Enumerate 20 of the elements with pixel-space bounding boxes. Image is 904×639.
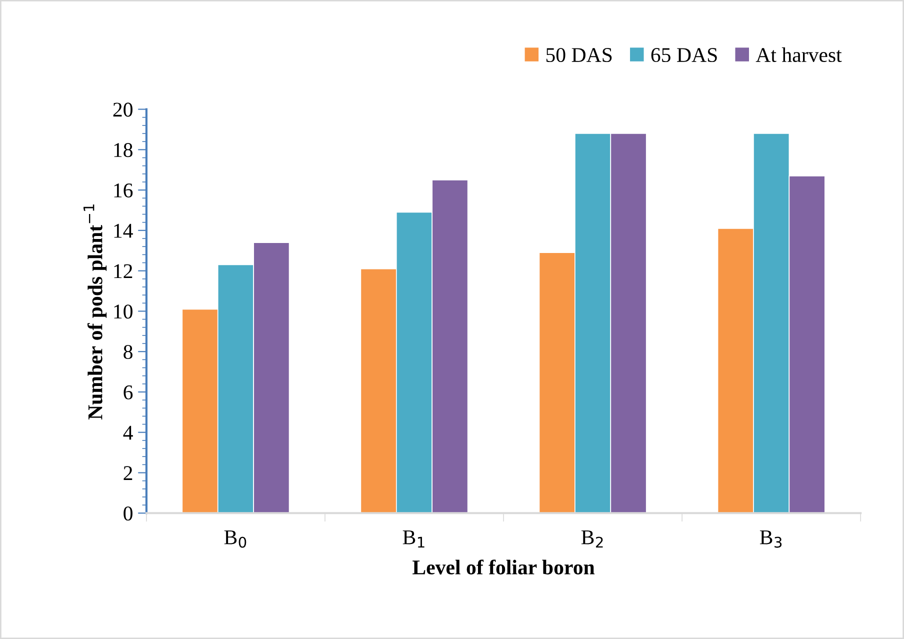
y-tick-label: 20 [113,102,132,117]
y-tick-label: 12 [114,264,132,278]
y-tick-label: 14 [114,224,133,238]
y-tick-label: 16 [114,183,133,198]
x-tick-label: B$_{2}$ [581,530,603,548]
x-tick-label: B$_{3}$ [760,530,782,548]
legend-label: At harvest [756,47,842,62]
y-tick-label: 8 [124,344,132,360]
y-tick-label: 10 [114,304,132,319]
x-tick-label: B$_{0}$ [224,530,246,548]
legend-label: 50 DAS [546,48,612,62]
y-tick-label: 0 [124,506,132,521]
legend-label: 65 DAS [651,48,717,62]
y-tick-label: 6 [124,385,133,400]
x-tick-label: B$_{1}$ [402,530,424,548]
y-axis-title: Number of pods plant$^{−1}$ [84,204,107,420]
y-tick-label: 4 [123,426,133,440]
y-tick-label: 2 [124,466,132,480]
x-axis-title: Level of foliar boron [412,560,595,574]
y-tick-label: 18 [114,143,132,158]
